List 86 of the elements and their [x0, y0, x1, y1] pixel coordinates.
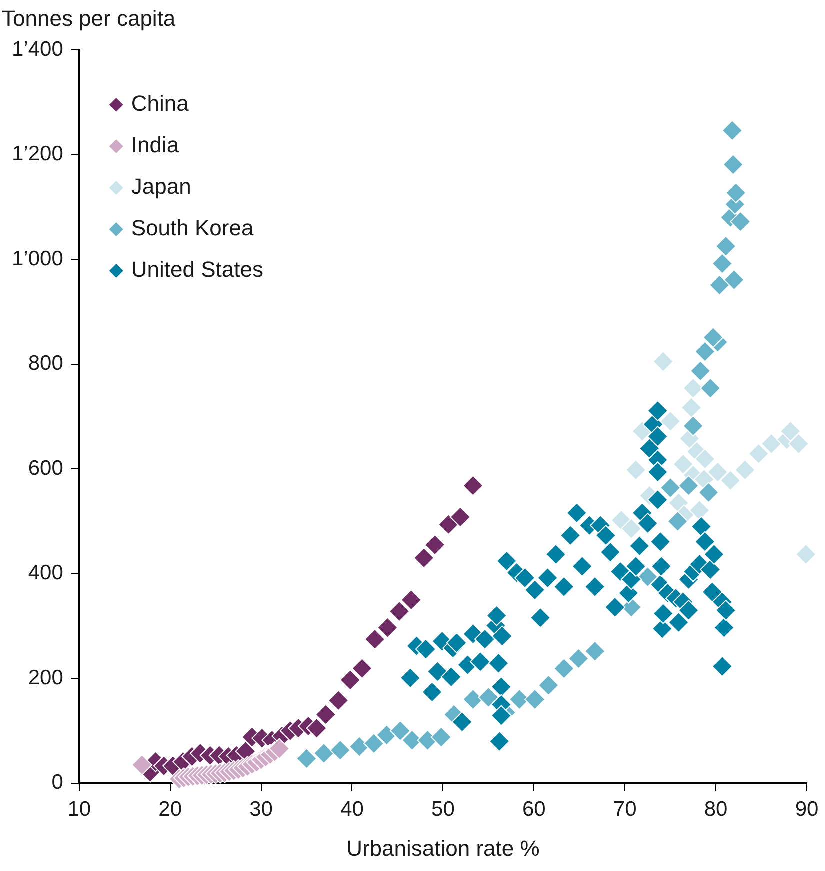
point — [748, 443, 770, 464]
point — [682, 416, 704, 437]
point — [637, 566, 658, 588]
point — [707, 462, 728, 483]
point — [330, 740, 351, 761]
point — [296, 748, 318, 770]
point — [722, 154, 744, 176]
point — [400, 590, 422, 611]
point — [672, 454, 694, 475]
y-tick-label: 1’200 — [12, 142, 64, 166]
point — [788, 433, 810, 454]
point — [364, 628, 386, 650]
y-tick-label: 400 — [28, 562, 64, 585]
point — [132, 754, 153, 776]
legend-label: China — [131, 91, 190, 116]
point — [660, 410, 682, 432]
point — [678, 475, 700, 496]
y-tick-label: 800 — [28, 352, 64, 376]
point — [761, 433, 782, 454]
point — [690, 360, 712, 382]
point — [720, 470, 742, 492]
y-tick-label: 1’000 — [12, 247, 64, 270]
legend-label: United States — [131, 257, 264, 282]
point — [700, 378, 722, 399]
point — [712, 253, 733, 274]
x-tick-label: 70 — [613, 798, 637, 821]
legend-label: South Korea — [131, 216, 254, 241]
point — [698, 482, 720, 504]
y-tick-label: 200 — [28, 666, 64, 690]
x-tick-label: 60 — [522, 798, 546, 821]
point — [306, 718, 328, 739]
point — [734, 460, 756, 481]
point — [328, 690, 350, 712]
legend-label: India — [131, 132, 180, 158]
point — [315, 704, 336, 726]
point — [584, 640, 606, 662]
x-tick-label: 40 — [340, 798, 364, 821]
point — [694, 341, 716, 362]
point — [414, 548, 435, 569]
x-tick-label: 30 — [250, 798, 273, 821]
point — [478, 686, 500, 708]
point — [694, 448, 716, 470]
point — [780, 420, 802, 442]
point — [424, 534, 446, 556]
point — [660, 477, 682, 498]
point — [390, 720, 411, 742]
x-tick-label: 80 — [704, 798, 728, 821]
x-tick-label: 10 — [68, 798, 92, 821]
y-axis-title: Tonnes per capita — [2, 6, 176, 32]
point — [667, 510, 688, 532]
point — [702, 327, 724, 348]
point — [680, 397, 702, 418]
point — [726, 182, 747, 204]
point — [722, 120, 743, 142]
point — [389, 601, 410, 622]
point — [796, 544, 817, 565]
point — [438, 514, 460, 536]
point — [352, 658, 373, 680]
point — [568, 648, 590, 670]
point — [314, 743, 335, 764]
point — [716, 236, 737, 257]
x-axis-title: Urbanisation rate % — [346, 836, 540, 861]
x-tick-label: 50 — [432, 798, 455, 821]
point — [724, 269, 745, 290]
point — [462, 475, 484, 496]
legend-label: Japan — [131, 174, 192, 200]
point — [689, 500, 710, 521]
point — [626, 460, 647, 481]
point — [268, 738, 290, 760]
point — [524, 689, 546, 710]
x-tick-label: 20 — [158, 798, 182, 821]
y-tick-label: 1’400 — [12, 38, 64, 61]
point — [652, 351, 674, 372]
x-tick-label: 90 — [795, 798, 819, 821]
point — [709, 274, 730, 296]
y-tick-label: 0 — [52, 771, 64, 794]
point — [430, 726, 452, 748]
point — [730, 211, 752, 232]
point — [377, 617, 398, 638]
point — [340, 670, 361, 691]
point — [538, 674, 560, 696]
point — [364, 733, 385, 754]
point — [554, 658, 575, 680]
y-tick-label: 600 — [28, 456, 64, 480]
point — [620, 518, 642, 540]
point — [450, 506, 471, 528]
